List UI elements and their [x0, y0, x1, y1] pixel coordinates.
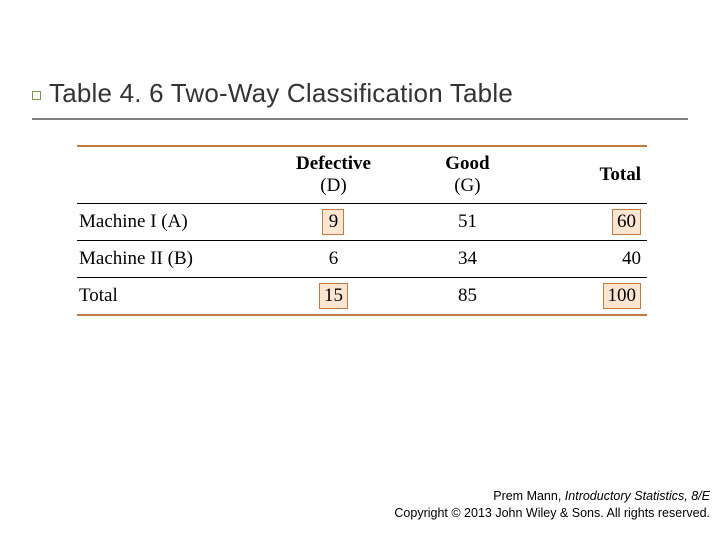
col-header-total: Total: [533, 147, 647, 204]
cell-good: 85: [402, 278, 533, 315]
table: Defective Good Total (D) (G) Machine I (…: [77, 145, 647, 316]
cell-good: 51: [402, 204, 533, 241]
col-sub-good: (G): [402, 175, 533, 204]
cell-total: 40: [533, 241, 647, 278]
header-row-1: Defective Good Total: [77, 147, 647, 175]
title-text: Table 4. 6 Two-Way Classification Table: [49, 78, 513, 108]
col-sub-defective: (D): [265, 175, 402, 204]
cell-defective: 15: [265, 278, 402, 315]
row-label: Machine II (B): [77, 241, 265, 278]
bottom-rule: [77, 315, 647, 316]
classification-table: Defective Good Total (D) (G) Machine I (…: [77, 145, 647, 316]
title-bullet-icon: [32, 91, 41, 100]
cell-defective: 9: [265, 204, 402, 241]
footer-author: Prem Mann,: [493, 489, 565, 503]
col-header-defective: Defective: [265, 147, 402, 175]
table-row: Machine I (A) 9 51 60: [77, 204, 647, 241]
cell-defective: 6: [265, 241, 402, 278]
footer: Prem Mann, Introductory Statistics, 8/E …: [394, 488, 710, 522]
col-header-good: Good: [402, 147, 533, 175]
slide: Table 4. 6 Two-Way Classification Table …: [0, 0, 720, 540]
row-label: Machine I (A): [77, 204, 265, 241]
total-row: Total 15 85 100: [77, 278, 647, 315]
title-underline: [32, 118, 688, 120]
cell-total: 100: [533, 278, 647, 315]
footer-book: Introductory Statistics, 8/E: [565, 489, 710, 503]
row-label-total: Total: [77, 278, 265, 315]
footer-copyright: Copyright © 2013 John Wiley & Sons. All …: [394, 505, 710, 522]
table-row: Machine II (B) 6 34 40: [77, 241, 647, 278]
cell-total: 60: [533, 204, 647, 241]
cell-good: 34: [402, 241, 533, 278]
slide-title: Table 4. 6 Two-Way Classification Table: [32, 78, 688, 109]
